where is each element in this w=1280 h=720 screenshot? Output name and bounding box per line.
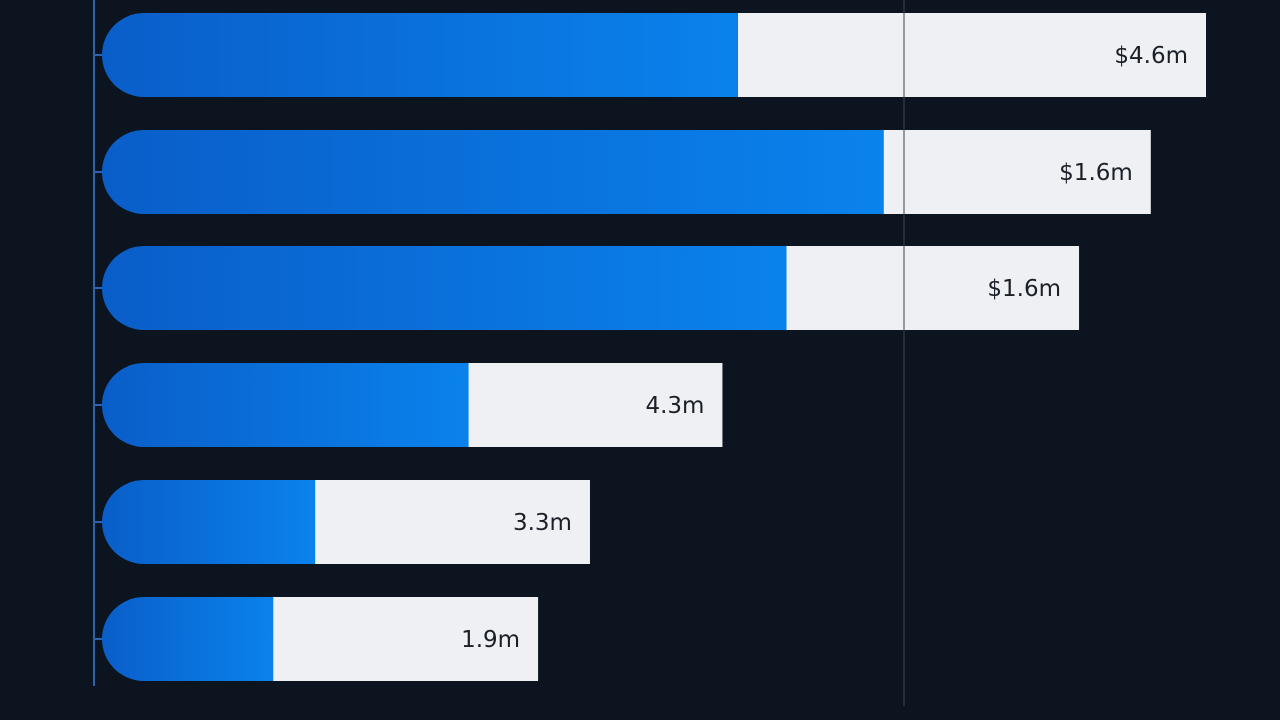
- bar-group: 1.9m: [94, 597, 539, 681]
- bar-fill: [102, 130, 884, 214]
- bar-value-label: 3.3m: [513, 510, 572, 536]
- bar-remainder: [315, 480, 590, 564]
- bar-value-label: $1.6m: [1059, 160, 1133, 186]
- bar-value-label: $4.6m: [1114, 43, 1188, 69]
- bar-remainder: [883, 130, 1151, 214]
- bar-group: 3.3m: [94, 480, 590, 564]
- bar-fill: [102, 597, 274, 681]
- bar-remainder: [786, 246, 1080, 330]
- bar-group: $4.6m: [94, 13, 1206, 97]
- bar-fill: [102, 363, 469, 447]
- bar-group: $1.6m: [94, 246, 1080, 330]
- bar-value-label: $1.6m: [987, 276, 1061, 302]
- bar-remainder: [468, 363, 723, 447]
- bar-value-label: 4.3m: [645, 393, 704, 419]
- bar-remainder: [737, 13, 1206, 97]
- bar-group: 4.3m: [94, 363, 723, 447]
- bar-fill: [102, 246, 787, 330]
- bar-remainder: [273, 597, 539, 681]
- bar-group: $1.6m: [94, 130, 1151, 214]
- bar-fill: [102, 480, 316, 564]
- bar-value-label: 1.9m: [461, 627, 520, 653]
- bar-fill: [102, 13, 738, 97]
